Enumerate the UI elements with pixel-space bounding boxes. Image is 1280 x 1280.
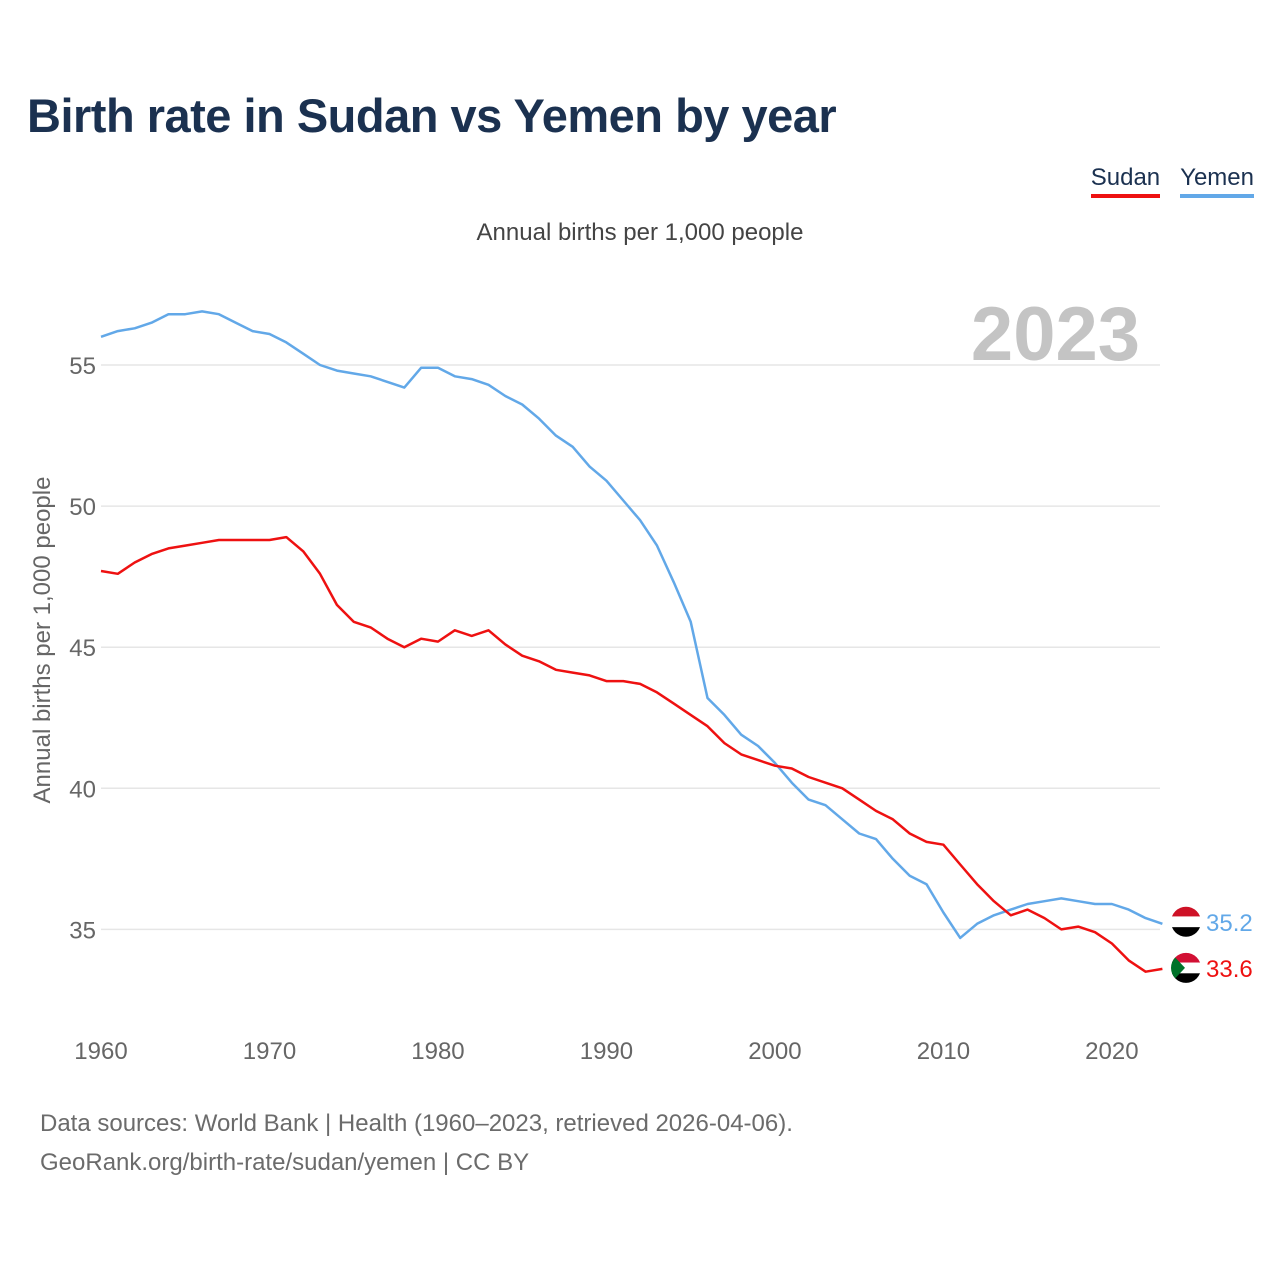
x-tick-label: 2000 [748, 1038, 801, 1065]
chart-title: Birth rate in Sudan vs Yemen by year [27, 89, 837, 142]
x-axis-ticks: 1960 1970 1980 1990 2000 2010 2020 [74, 1038, 1138, 1065]
y-axis-ticks: 35 40 45 50 55 [69, 353, 96, 944]
x-tick-label: 2010 [917, 1038, 970, 1065]
end-value-sudan: 33.6 [1206, 956, 1253, 983]
x-tick-label: 2020 [1085, 1038, 1138, 1065]
y-tick-label: 40 [69, 776, 96, 803]
legend: Sudan Yemen [1090, 164, 1254, 198]
legend-item-yemen[interactable]: Yemen [1180, 164, 1254, 198]
end-value-yemen: 35.2 [1206, 910, 1253, 937]
x-tick-label: 1980 [411, 1038, 464, 1065]
x-tick-label: 1970 [243, 1038, 296, 1065]
y-tick-label: 35 [69, 917, 96, 944]
grid-lines [101, 364, 1160, 931]
data-source-text: Data sources: World Bank | Health (1960–… [40, 1110, 793, 1137]
yemen-flag-icon [1171, 906, 1201, 937]
y-tick-label: 55 [69, 353, 96, 380]
year-watermark: 2023 [971, 292, 1140, 377]
attribution-text: GeoRank.org/birth-rate/sudan/yemen | CC … [40, 1149, 530, 1176]
end-markers: 35.2 33.6 [1171, 906, 1253, 983]
chart-subtitle: Annual births per 1,000 people [477, 219, 804, 246]
footer-sources: Data sources: World Bank | Health (1960–… [40, 1104, 793, 1182]
y-tick-label: 50 [69, 494, 96, 521]
series-lines [100, 310, 1163, 973]
y-tick-label: 45 [69, 635, 96, 662]
series-line-sudan [100, 535, 1163, 973]
x-tick-label: 1960 [74, 1038, 127, 1065]
x-tick-label: 1990 [580, 1038, 633, 1065]
y-axis-label: Annual births per 1,000 people [29, 477, 56, 804]
series-line-yemen [100, 310, 1163, 940]
legend-item-sudan[interactable]: Sudan [1090, 164, 1161, 198]
sudan-flag-icon [1171, 952, 1201, 983]
